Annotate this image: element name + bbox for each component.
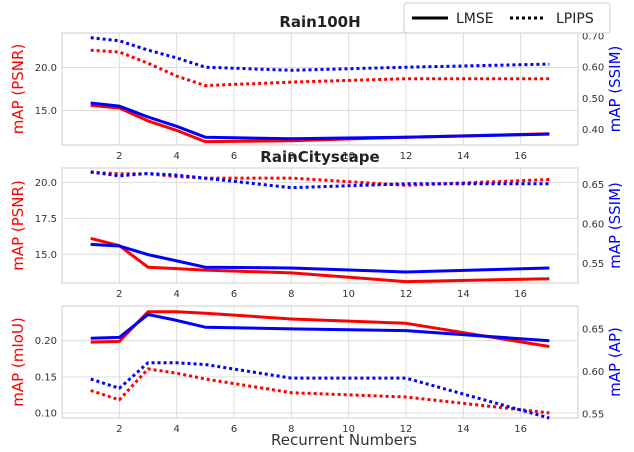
right-axis-label: mAP (AP) xyxy=(606,327,624,397)
series-line-lpips-red xyxy=(90,367,550,415)
legend-box xyxy=(403,2,611,34)
left-tick-label: 15.0 xyxy=(35,106,57,117)
left-axis-label: mAP (PSNR) xyxy=(9,44,27,135)
x-tick-label: 4 xyxy=(173,151,179,162)
series-line-lmse-blue xyxy=(90,313,550,343)
right-tick-label: 0.55 xyxy=(582,409,604,420)
x-tick-label: 4 xyxy=(173,289,179,300)
left-tick-label: 17.5 xyxy=(35,214,57,225)
x-tick-label: 4 xyxy=(173,424,179,435)
right-tick-label: 0.65 xyxy=(582,180,604,191)
chart-panel-3: 2 4 6 8 10 12 14 160.100.150.200.550.600.65mAP … xyxy=(9,305,624,435)
right-tick-label: 0.60 xyxy=(582,63,604,74)
x-tick-label: 8 xyxy=(288,424,294,435)
x-tick-label: 16 xyxy=(514,289,527,300)
x-tick-label: 14 xyxy=(457,151,470,162)
chart-panel-1: 2 4 6 8 10 12 14 1615.020.00.400.500.600.70mAP … xyxy=(9,13,624,162)
right-tick-label: 0.50 xyxy=(582,94,604,105)
x-tick-label: 10 xyxy=(342,289,355,300)
x-axis-label: Recurrent Numbers xyxy=(271,431,417,449)
chart-panel-2: 2 4 6 8 10 12 14 1615.017.520.00.550.600.65mAP … xyxy=(9,148,624,300)
x-tick-label: 12 xyxy=(400,289,413,300)
left-tick-label: 20.0 xyxy=(35,63,57,74)
panel-title: RainCityscape xyxy=(260,148,379,166)
right-axis-label: mAP (SSIM) xyxy=(606,46,624,133)
x-tick-label: 2 xyxy=(116,424,122,435)
right-tick-label: 0.60 xyxy=(582,367,604,378)
series-line-lmse-red xyxy=(90,310,550,348)
x-tick-label: 8 xyxy=(288,289,294,300)
series-line-lpips-blue xyxy=(90,36,550,72)
legend: LMSE LPIPS xyxy=(403,2,611,34)
right-tick-label: 0.70 xyxy=(582,32,604,43)
left-tick-label: 0.20 xyxy=(35,336,57,347)
x-tick-label: 14 xyxy=(457,424,470,435)
left-axis-label: mAP (PSNR) xyxy=(9,180,27,271)
x-tick-label: 8 xyxy=(288,151,294,162)
x-tick-label: 14 xyxy=(457,289,470,300)
x-tick-label: 2 xyxy=(116,289,122,300)
series-line-lmse-blue xyxy=(90,101,550,141)
series-line-lpips-blue xyxy=(90,361,550,420)
panel-title: Rain100H xyxy=(279,13,360,31)
right-tick-label: 0.55 xyxy=(582,259,604,270)
series-line-lmse-blue xyxy=(90,242,550,274)
x-tick-label: 6 xyxy=(231,151,237,162)
x-tick-label: 6 xyxy=(231,424,237,435)
left-tick-label: 0.10 xyxy=(35,408,57,419)
left-axis-label: mAP (mIoU) xyxy=(9,317,27,407)
plot-frame xyxy=(61,32,579,146)
x-tick-label: 16 xyxy=(514,424,527,435)
series-line-lpips-red xyxy=(90,48,550,88)
right-tick-label: 0.40 xyxy=(582,125,604,136)
x-tick-label: 10 xyxy=(342,151,355,162)
right-tick-label: 0.65 xyxy=(582,324,604,335)
legend-label-lpips: LPIPS xyxy=(556,11,594,27)
x-tick-label: 12 xyxy=(400,151,413,162)
series-line-lpips-red xyxy=(90,170,550,187)
x-tick-label: 12 xyxy=(400,424,413,435)
plot-frame xyxy=(61,167,579,284)
left-tick-label: 15.0 xyxy=(35,250,57,261)
x-tick-label: 2 xyxy=(116,151,122,162)
right-tick-label: 0.60 xyxy=(582,219,604,230)
plot-frame xyxy=(61,305,579,419)
right-axis-label: mAP (SSIM) xyxy=(606,182,624,269)
legend-label-lmse: LMSE xyxy=(456,11,494,27)
x-tick-label: 10 xyxy=(342,424,355,435)
series-line-lmse-red xyxy=(90,236,550,284)
x-tick-label: 16 xyxy=(514,151,527,162)
x-tick-label: 6 xyxy=(231,289,237,300)
left-tick-label: 20.0 xyxy=(35,178,57,189)
panels: 2 4 6 8 10 12 14 1615.020.00.400.500.600.70mAP … xyxy=(9,13,624,435)
left-tick-label: 0.15 xyxy=(35,372,57,383)
